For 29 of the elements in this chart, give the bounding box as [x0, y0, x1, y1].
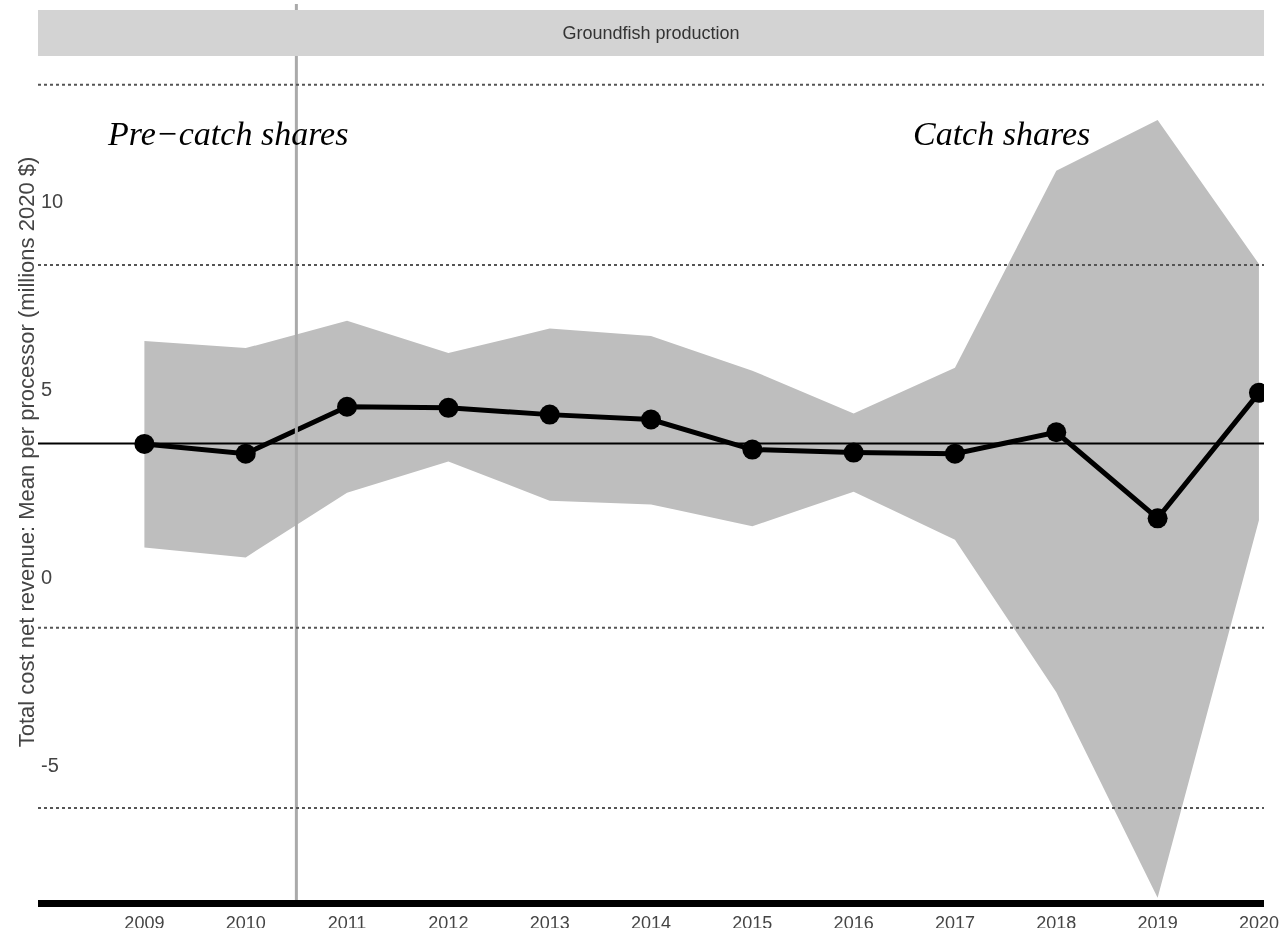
point — [843, 442, 864, 463]
point — [1147, 508, 1168, 529]
x-tick-label: 2009 — [124, 912, 165, 928]
x-tick-label: 2019 — [1137, 912, 1178, 928]
y-axis-title: Total cost net revenue: Mean per processor (millions 2020 $) — [13, 156, 39, 748]
y-tick-label: 5 — [41, 378, 53, 401]
y-tick-label: 10 — [41, 190, 64, 213]
point — [337, 396, 358, 417]
point — [235, 443, 256, 464]
annotation: Pre−catch shares — [107, 115, 349, 152]
x-tick-label: 2011 — [327, 912, 367, 928]
x-tick-label: 2012 — [428, 912, 469, 928]
point — [944, 443, 965, 464]
x-tick-label: 2020 — [1238, 912, 1279, 928]
y-tick-label: 0 — [41, 565, 53, 588]
x-tick-label: 2018 — [1036, 912, 1077, 928]
x-tick-label: 2016 — [833, 912, 874, 928]
title-strip: Groundfish production — [38, 10, 1264, 56]
x-tick-label: 2015 — [732, 912, 773, 928]
x-tick-label: 2017 — [934, 912, 975, 928]
point — [641, 409, 661, 430]
x-tick-label: 2013 — [529, 912, 570, 928]
x-tick-label: 2010 — [225, 912, 266, 928]
point — [539, 404, 560, 425]
point — [438, 397, 459, 418]
y-tick-label: -5 — [41, 753, 59, 776]
x-tick-label: 2014 — [630, 912, 672, 928]
annotation: Catch shares — [913, 115, 1091, 152]
point — [1046, 422, 1067, 443]
